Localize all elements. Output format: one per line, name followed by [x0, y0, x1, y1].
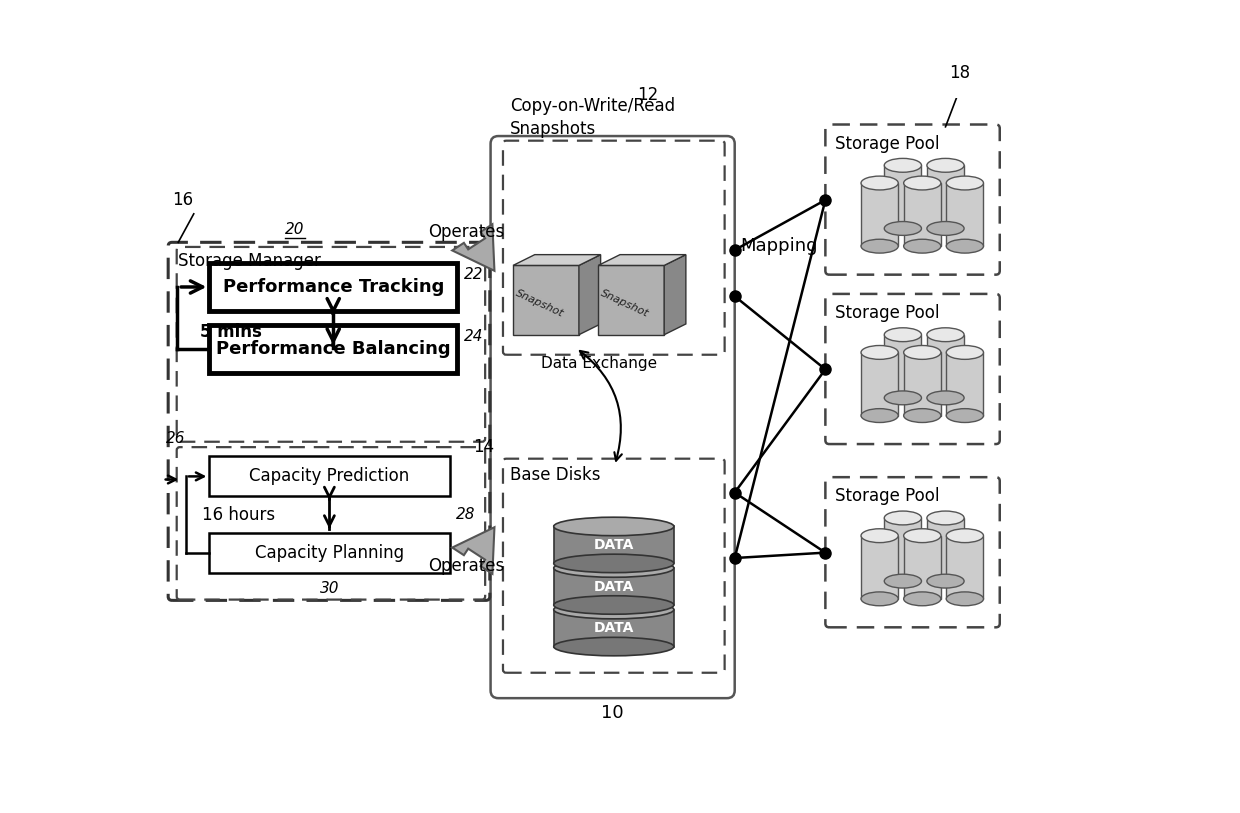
Text: 18: 18: [950, 64, 971, 82]
Bar: [554, 568, 673, 605]
Bar: [904, 183, 941, 246]
Bar: [210, 263, 458, 311]
Bar: [554, 527, 673, 563]
Ellipse shape: [946, 239, 983, 253]
Text: 20: 20: [285, 222, 304, 237]
Ellipse shape: [861, 346, 898, 359]
Text: Performance Tracking: Performance Tracking: [222, 278, 444, 296]
Text: 16 hours: 16 hours: [201, 506, 274, 524]
Ellipse shape: [861, 176, 898, 190]
Ellipse shape: [926, 574, 965, 588]
Text: DATA: DATA: [594, 538, 634, 552]
Ellipse shape: [554, 637, 673, 656]
Bar: [861, 183, 898, 246]
Ellipse shape: [904, 176, 941, 190]
Ellipse shape: [926, 159, 965, 172]
Ellipse shape: [884, 159, 921, 172]
Text: Base Disks: Base Disks: [510, 466, 600, 484]
Text: 26: 26: [166, 432, 185, 446]
Ellipse shape: [904, 592, 941, 606]
Ellipse shape: [904, 409, 941, 423]
Ellipse shape: [554, 554, 673, 572]
Bar: [884, 165, 921, 228]
Ellipse shape: [884, 511, 921, 525]
Ellipse shape: [861, 409, 898, 423]
Text: Snapshot: Snapshot: [513, 288, 565, 319]
Text: Capacity Planning: Capacity Planning: [254, 545, 404, 563]
Ellipse shape: [904, 528, 941, 542]
Text: DATA: DATA: [594, 580, 634, 593]
Bar: [926, 518, 965, 581]
Bar: [861, 352, 898, 415]
Text: Storage Pool: Storage Pool: [836, 304, 940, 322]
Bar: [210, 456, 449, 497]
Polygon shape: [598, 254, 686, 265]
Ellipse shape: [554, 596, 673, 615]
Ellipse shape: [861, 592, 898, 606]
Text: Storage Pool: Storage Pool: [836, 487, 940, 505]
Ellipse shape: [946, 176, 983, 190]
Bar: [210, 325, 458, 373]
Polygon shape: [579, 254, 600, 335]
Ellipse shape: [926, 511, 965, 525]
Text: Copy-on-Write/Read
Snapshots: Copy-on-Write/Read Snapshots: [510, 98, 675, 137]
Bar: [861, 536, 898, 599]
Ellipse shape: [884, 574, 921, 588]
Text: Operates: Operates: [428, 224, 503, 241]
Ellipse shape: [554, 600, 673, 619]
Text: 22: 22: [464, 267, 482, 282]
Text: Storage Manager: Storage Manager: [179, 252, 321, 271]
Text: 30: 30: [320, 581, 339, 596]
Bar: [884, 518, 921, 581]
Text: 28: 28: [456, 507, 475, 523]
Ellipse shape: [904, 346, 941, 359]
Polygon shape: [665, 254, 686, 335]
Text: 5 mins: 5 mins: [200, 324, 262, 341]
Text: Snapshot: Snapshot: [599, 288, 650, 319]
Bar: [926, 335, 965, 398]
Bar: [904, 352, 941, 415]
Ellipse shape: [926, 328, 965, 341]
Ellipse shape: [861, 528, 898, 542]
Polygon shape: [598, 265, 665, 335]
Ellipse shape: [861, 239, 898, 253]
Ellipse shape: [946, 346, 983, 359]
Text: Performance Balancing: Performance Balancing: [216, 341, 450, 359]
Polygon shape: [453, 224, 495, 271]
Text: Storage Pool: Storage Pool: [836, 134, 940, 153]
Text: 14: 14: [474, 437, 495, 455]
Text: DATA: DATA: [594, 621, 634, 635]
Ellipse shape: [904, 239, 941, 253]
Bar: [554, 610, 673, 646]
Polygon shape: [453, 527, 495, 574]
Ellipse shape: [554, 517, 673, 536]
Text: Capacity Prediction: Capacity Prediction: [249, 467, 409, 485]
Bar: [946, 536, 983, 599]
Text: Mapping: Mapping: [740, 237, 817, 255]
Ellipse shape: [946, 592, 983, 606]
Ellipse shape: [884, 391, 921, 405]
Bar: [946, 352, 983, 415]
Ellipse shape: [884, 328, 921, 341]
Ellipse shape: [946, 409, 983, 423]
Text: 24: 24: [464, 329, 482, 345]
Bar: [926, 165, 965, 228]
Ellipse shape: [884, 221, 921, 236]
Ellipse shape: [946, 528, 983, 542]
Polygon shape: [513, 254, 600, 265]
Text: 16: 16: [172, 191, 193, 209]
FancyBboxPatch shape: [491, 136, 734, 698]
Bar: [904, 536, 941, 599]
Text: Operates: Operates: [428, 557, 503, 575]
Bar: [210, 533, 449, 573]
Ellipse shape: [926, 221, 965, 236]
Ellipse shape: [554, 559, 673, 577]
Text: 10: 10: [601, 704, 624, 722]
Polygon shape: [513, 265, 579, 335]
Bar: [884, 335, 921, 398]
Ellipse shape: [926, 391, 965, 405]
Bar: [946, 183, 983, 246]
Text: 12: 12: [637, 85, 658, 104]
Text: Data Exchange: Data Exchange: [541, 356, 657, 371]
